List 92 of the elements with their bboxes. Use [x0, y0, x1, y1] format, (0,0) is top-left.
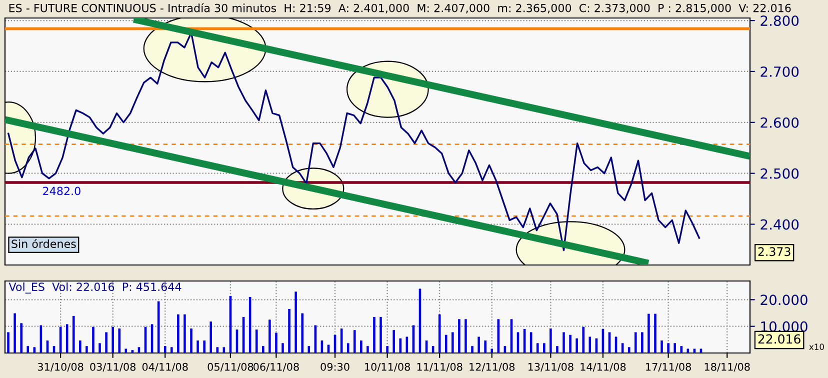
bar — [105, 332, 108, 353]
y-tick-label: 2.500 — [760, 168, 799, 179]
x-tick-label: 06/11/08 — [254, 362, 299, 372]
bar — [262, 346, 264, 353]
bar — [660, 340, 663, 353]
bar — [582, 326, 584, 353]
bar — [210, 322, 212, 353]
bar — [373, 317, 376, 353]
bar — [177, 314, 180, 353]
bar — [86, 346, 88, 353]
y-tick-label: 2.600 — [760, 117, 799, 128]
bar — [654, 314, 656, 353]
bar — [464, 319, 467, 353]
bar — [294, 292, 297, 353]
bar — [452, 332, 454, 353]
bar — [216, 347, 219, 353]
bar — [550, 328, 552, 353]
text: 2.373 — [758, 247, 790, 256]
bar — [588, 336, 592, 353]
bar — [14, 313, 16, 353]
bar — [680, 346, 683, 353]
x-tick-label: 31/10/08 — [38, 362, 84, 372]
y-tick-label: 2.400 — [760, 219, 799, 230]
bar — [79, 340, 82, 353]
bar — [98, 343, 101, 353]
bar — [118, 328, 121, 353]
bar — [124, 348, 128, 353]
x-tick-label: 09:30 — [320, 362, 350, 371]
bar — [484, 340, 486, 353]
x-tick-label: 11/11/08 — [417, 362, 462, 372]
x-tick-label: 10/11/08 — [365, 362, 410, 372]
y-tick-label: 2.800 — [760, 16, 799, 26]
bar — [92, 326, 94, 353]
bar — [282, 343, 284, 353]
bar — [478, 336, 480, 353]
bar — [700, 348, 702, 353]
bar — [458, 319, 460, 353]
bar — [203, 340, 206, 353]
y-tick-label: 20.000 — [760, 294, 808, 306]
bar — [562, 332, 565, 353]
x-tick-label: 18/11/08 — [704, 362, 750, 372]
bar — [7, 332, 10, 353]
bar — [386, 346, 388, 353]
text: x10 — [809, 344, 824, 350]
bar — [184, 314, 186, 353]
chart-title: Vol_ES Vol: 22.016 P: 451.644 — [8, 282, 182, 294]
y-tick-label: 2.700 — [760, 66, 799, 77]
x-tick-label: 13/11/08 — [528, 362, 574, 372]
bar — [543, 343, 546, 353]
bar — [667, 343, 670, 353]
x-tick-label: 04/11/08 — [142, 362, 188, 372]
bar — [641, 332, 644, 353]
bar — [360, 340, 362, 353]
bar — [308, 346, 310, 353]
bar — [569, 334, 572, 353]
bar — [72, 316, 75, 353]
bar — [674, 343, 676, 353]
bar — [170, 347, 173, 353]
bar — [399, 338, 402, 353]
x-tick-label: 05/11/08 — [208, 362, 254, 372]
bar — [471, 346, 474, 353]
bar — [693, 348, 696, 353]
bar — [366, 346, 369, 353]
bar — [556, 346, 558, 353]
ref-line-label: 2482.0 — [43, 186, 80, 196]
x-tick-label: 03/11/08 — [90, 362, 136, 372]
chart-title: ES - FUTURE CONTINUOUS - Intradía 30 minutos H: 21:59 A: 2.401,000 M: 2.407,000 m: 2.365,000 C: 2.373,000 P : 2.815,000 V: 22.016 — [9, 3, 791, 14]
x-tick-label: 12/11/08 — [470, 362, 515, 372]
bar — [112, 326, 114, 353]
bar — [380, 317, 382, 353]
bar — [288, 309, 290, 353]
bar — [490, 348, 494, 353]
bar — [444, 334, 448, 353]
bar — [301, 313, 304, 353]
bar — [686, 348, 690, 353]
bar — [26, 346, 30, 353]
bar — [353, 330, 356, 353]
bar — [164, 346, 166, 353]
bar — [190, 328, 192, 353]
bar — [275, 332, 278, 353]
bar — [20, 323, 22, 353]
bar — [392, 330, 395, 353]
bar — [576, 338, 578, 353]
bar — [634, 332, 637, 353]
bar — [536, 343, 539, 353]
x-tick-label: 17/11/08 — [646, 362, 691, 372]
bar — [268, 320, 271, 353]
text: 22.016 — [758, 334, 800, 344]
annotation: Sin órdenes — [12, 238, 76, 248]
x-tick-label: 14/11/08 — [580, 362, 626, 372]
bar — [648, 314, 650, 353]
bar — [196, 340, 199, 353]
